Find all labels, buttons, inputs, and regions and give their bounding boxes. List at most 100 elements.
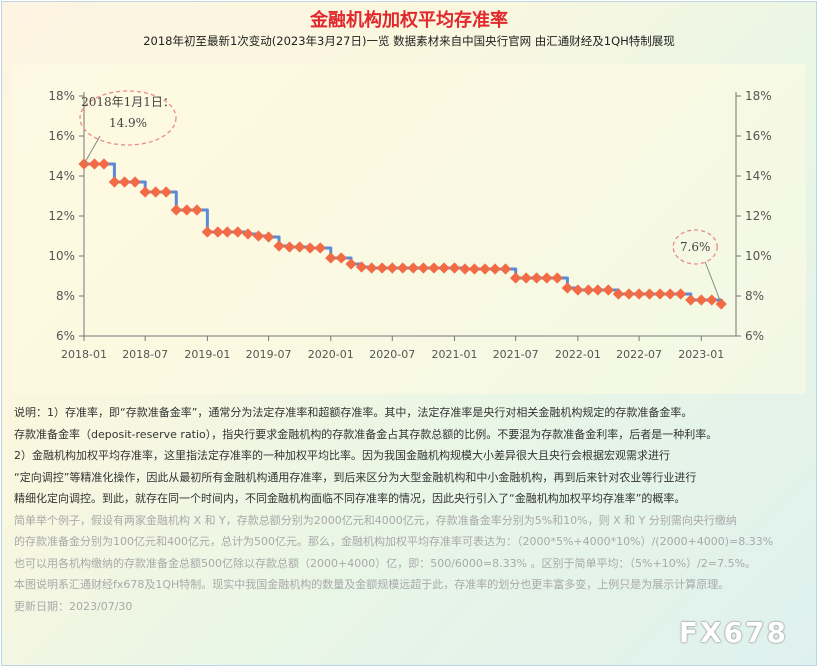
data-point — [602, 284, 614, 296]
data-point — [118, 176, 131, 188]
data-point — [417, 262, 430, 274]
data-point — [499, 263, 512, 275]
data-point — [633, 288, 645, 300]
data-point — [273, 240, 285, 252]
explanation-notes: 说明：1）存准率，即“存款准备金率”，通常分为法定存准率和超额存准率。其中，法定… — [14, 402, 804, 617]
data-point — [468, 263, 481, 275]
note-line: 本图说明系汇通财经fx678及1QH特制。现实中我国金融机构的数量及金额规模远超… — [14, 578, 730, 591]
data-point — [212, 226, 224, 238]
data-point — [459, 263, 471, 275]
annotation-leader-start — [83, 135, 101, 165]
data-point — [685, 294, 697, 306]
data-point — [530, 272, 543, 284]
note-line: 2）金融机构加权平均存准率，这里指法定存准率的一种加权平均比率。因为我国金融机构… — [14, 449, 670, 462]
data-point — [366, 262, 378, 274]
data-point — [232, 226, 244, 238]
data-point — [129, 176, 141, 188]
annotation-leader-end — [704, 261, 721, 302]
data-point — [242, 228, 254, 240]
y-tick-label-left: 6% — [56, 329, 75, 343]
annotation-ellipse-end — [672, 229, 718, 265]
data-point — [294, 241, 306, 253]
series-line — [84, 162, 723, 304]
data-point — [428, 262, 440, 274]
data-point — [283, 241, 296, 253]
data-point — [623, 288, 635, 300]
annotation-ellipse-start — [79, 90, 177, 146]
data-point — [664, 288, 676, 300]
data-point — [314, 242, 326, 254]
data-point — [706, 294, 718, 306]
note-line: 存款准备金率（deposit-reserve ratio），指央行要求金融机构的… — [14, 427, 718, 441]
annotation-label-end-value: 7.6% — [680, 240, 711, 254]
data-point — [252, 230, 265, 242]
data-point — [376, 262, 388, 274]
x-tick-label: 2018-01 — [61, 348, 107, 361]
x-tick-label: 2018-07 — [122, 348, 168, 361]
x-tick-label: 2019-01 — [184, 348, 230, 361]
data-point — [355, 261, 368, 273]
chart-title: 金融机构加权平均存准率 — [310, 10, 508, 31]
y-tick-label-left: 10% — [48, 249, 75, 263]
data-point — [170, 204, 182, 216]
note-line: 简单举个例子，假设有两家金融机构 X 和 Y，存款总额分别为2000亿元和400… — [14, 513, 737, 527]
data-point — [674, 288, 687, 300]
x-tick-label: 2020-01 — [308, 348, 354, 361]
data-point — [551, 272, 563, 284]
x-tick-label: 2019-07 — [246, 348, 292, 361]
data-point — [572, 284, 584, 296]
data-point — [160, 186, 172, 198]
update-date: 更新日期：2023/07/30 — [14, 599, 133, 613]
note-line: 说明：1）存准率，即“存款准备金率”，通常分为法定存准率和超额存准率。其中，法定… — [14, 406, 693, 419]
y-tick-label-right: 12% — [745, 209, 772, 223]
y-tick-label-left: 12% — [48, 209, 75, 223]
data-point — [386, 262, 398, 274]
data-point — [654, 288, 666, 300]
data-point — [407, 262, 419, 274]
x-tick-label: 2023-01 — [678, 348, 724, 361]
data-point — [479, 263, 491, 275]
note-line: 的存款准备金分别为100亿元和400亿元，总计为500亿元。那么，金融机构加权平… — [14, 535, 774, 548]
note-line: “定向调控”等精准化操作，因此从最初所有金融机构通用存准率，到后来区分为大型金融… — [14, 470, 697, 484]
y-tick-label-left: 8% — [56, 289, 75, 303]
data-point — [582, 284, 595, 296]
y-tick-label-right: 8% — [745, 289, 764, 303]
y-tick-label-right: 14% — [745, 169, 772, 183]
data-point — [191, 204, 203, 216]
data-point — [643, 288, 656, 300]
x-tick-label: 2022-01 — [555, 348, 601, 361]
data-point — [612, 288, 625, 300]
data-point — [592, 284, 604, 296]
data-point — [448, 262, 461, 274]
y-tick-label-right: 16% — [745, 129, 772, 143]
y-tick-label-right: 6% — [745, 329, 764, 343]
x-tick-label: 2020-07 — [369, 348, 415, 361]
data-point — [510, 272, 522, 284]
data-point — [520, 272, 532, 284]
data-point — [489, 263, 501, 275]
x-tick-label: 2021-07 — [493, 348, 539, 361]
data-point — [695, 294, 707, 306]
y-tick-label-right: 18% — [745, 89, 772, 103]
note-line: 也可以用各机构缴纳的存款准备金总额500亿除以存款总额（2000+4000）亿，… — [14, 556, 757, 570]
data-point — [98, 158, 110, 170]
data-point — [541, 272, 553, 284]
data-point — [181, 204, 193, 216]
data-point — [150, 186, 162, 198]
chart-subtitle: 2018年初至最新1次变动(2023年3月27日)一览 数据素材来自中国央行官网… — [143, 34, 675, 48]
y-tick-label-right: 10% — [745, 249, 772, 263]
data-point — [325, 252, 337, 264]
x-tick-label: 2022-07 — [616, 348, 662, 361]
data-point — [335, 252, 347, 264]
data-point — [715, 298, 727, 310]
x-tick-label: 2021-01 — [432, 348, 478, 361]
annotation-label-start-date: 2018年1月1日： — [81, 95, 175, 109]
plot-area: 6% 6% 8% 8% 10% 10% 12% 12% 14% 14% 16% 16% 18% 18% 20… — [12, 64, 806, 394]
data-point — [201, 226, 214, 238]
data-point — [345, 258, 357, 270]
data-point — [438, 262, 450, 274]
data-point — [561, 282, 574, 294]
data-point — [397, 262, 409, 274]
data-point — [262, 231, 275, 243]
data-point — [108, 176, 121, 188]
